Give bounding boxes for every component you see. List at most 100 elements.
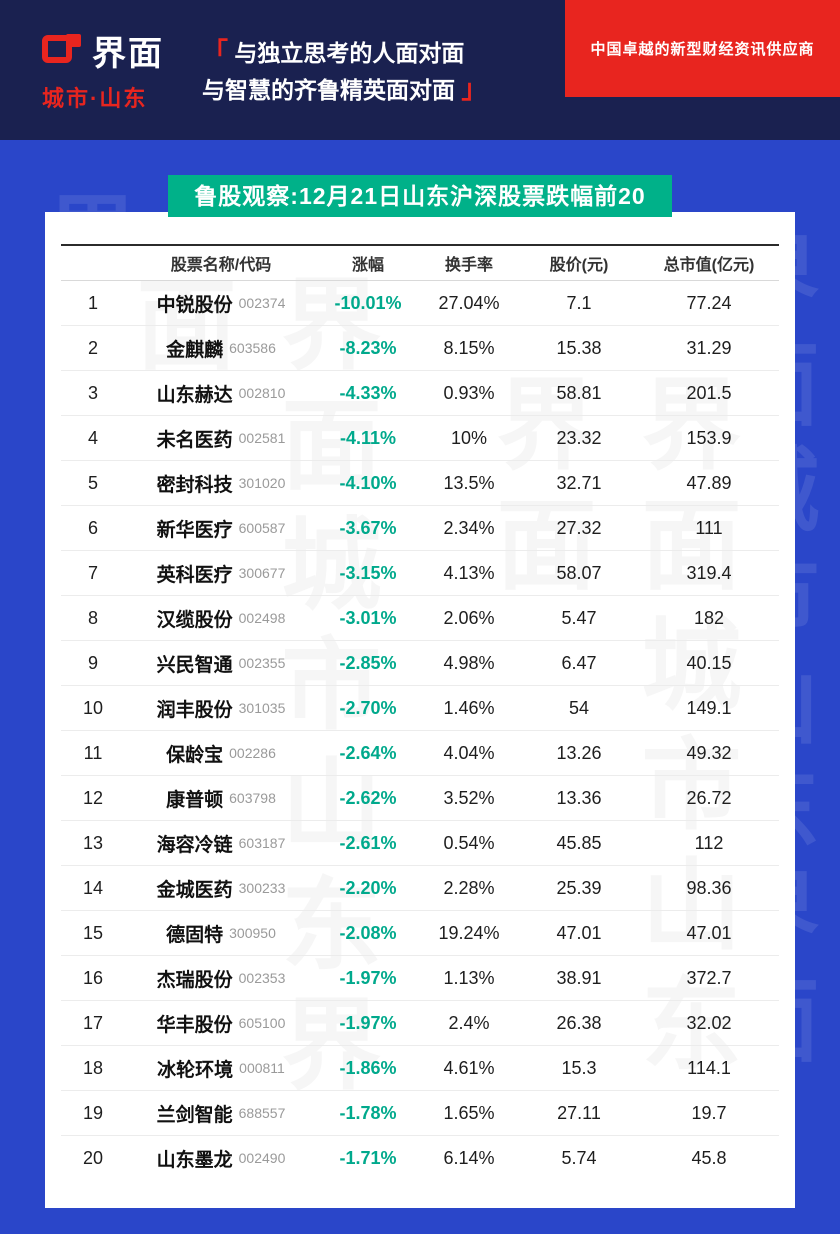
stock-name: 英科医疗 (156, 564, 233, 586)
stock-name-cell: 山东墨龙 002490 (125, 1145, 317, 1172)
stock-code: 688557 (238, 1105, 286, 1121)
rank-cell: 15 (82, 922, 104, 943)
stock-name-cell: 冰轮环境 000811 (125, 1055, 317, 1082)
cap-cell: 112 (694, 832, 724, 853)
stock-code: 002355 (238, 655, 286, 671)
stock-name: 康普顿 (166, 789, 224, 811)
price-cell: 25.39 (556, 877, 602, 898)
tagline-panel: 中国卓越的新型财经资讯供应商 (565, 0, 840, 97)
cap-cell: 45.8 (691, 1147, 727, 1168)
cap-cell: 111 (695, 517, 723, 538)
cap-cell: 47.89 (686, 472, 732, 493)
price-cell: 26.38 (556, 1012, 602, 1033)
change-cell: -3.67% (339, 517, 397, 538)
table-row: 14 金城医药 300233 -2.20% 2.28% 25.39 98.36 (61, 866, 779, 911)
cap-cell: 19.7 (691, 1102, 727, 1123)
table-row: 20 山东墨龙 002490 -1.71% 6.14% 5.74 45.8 (61, 1136, 779, 1180)
turnover-cell: 4.61% (443, 1057, 495, 1078)
turnover-cell: 0.54% (443, 832, 495, 853)
change-cell: -2.85% (339, 652, 397, 673)
table-row: 4 未名医药 002581 -4.11% 10% 23.32 153.9 (61, 416, 779, 461)
cap-cell: 114.1 (687, 1057, 731, 1078)
stock-name-cell: 新华医疗 600587 (125, 515, 317, 542)
rank-cell: 18 (82, 1057, 104, 1078)
stock-name-cell: 密封科技 301020 (125, 470, 317, 497)
stock-code: 002498 (238, 610, 286, 626)
stock-name-cell: 海容冷链 603187 (125, 830, 317, 857)
price-cell: 47.01 (556, 922, 602, 943)
cap-cell: 32.02 (686, 1012, 732, 1033)
price-cell: 38.91 (556, 967, 602, 988)
rank-cell: 6 (87, 517, 98, 538)
price-cell: 54 (568, 697, 590, 718)
price-cell: 27.32 (556, 517, 602, 538)
change-cell: -10.01% (334, 292, 402, 313)
table-row: 1 中锐股份 002374 -10.01% 27.04% 7.1 77.24 (61, 281, 779, 326)
table-row: 11 保龄宝 002286 -2.64% 4.04% 13.26 49.32 (61, 731, 779, 776)
stock-name: 保龄宝 (166, 744, 224, 766)
stock-name: 华丰股份 (156, 1014, 233, 1036)
stock-table-rows: 1 中锐股份 002374 -10.01% 27.04% 7.1 77.24 2 金麒麟 6035… (61, 281, 779, 1180)
stock-code: 300233 (238, 880, 286, 896)
turnover-cell: 4.98% (443, 652, 495, 673)
change-cell: -2.62% (339, 787, 397, 808)
stock-name-cell: 中锐股份 002374 (125, 290, 317, 317)
stock-code: 300677 (238, 565, 286, 581)
logo-text: 界面 (92, 35, 164, 73)
turnover-cell: 4.13% (443, 562, 495, 583)
price-cell: 58.07 (556, 562, 602, 583)
rank-cell: 3 (87, 382, 98, 403)
stock-code: 002286 (229, 745, 276, 761)
stock-name: 汉缆股份 (156, 609, 233, 631)
table-row: 8 汉缆股份 002498 -3.01% 2.06% 5.47 182 (61, 596, 779, 641)
stock-code: 603187 (238, 835, 286, 851)
turnover-cell: 3.52% (443, 787, 495, 808)
change-cell: -2.64% (339, 742, 397, 763)
page-body: 鲁股观察:12月21日山东沪深股票跌幅前20 界面城市山东界面 界面城市山东界面… (0, 140, 840, 1208)
change-cell: -4.11% (339, 427, 397, 448)
stock-code: 002581 (238, 430, 286, 446)
turnover-cell: 6.14% (443, 1147, 495, 1168)
stock-code: 605100 (238, 1015, 286, 1031)
table-row: 9 兴民智通 002355 -2.85% 4.98% 6.47 40.15 (61, 641, 779, 686)
table-row: 7 英科医疗 300677 -3.15% 4.13% 58.07 319.4 (61, 551, 779, 596)
table-row: 15 德固特 300950 -2.08% 19.24% 47.01 47.01 (61, 911, 779, 956)
cap-cell: 47.01 (686, 922, 732, 943)
stock-name: 德固特 (166, 924, 224, 946)
stock-name-cell: 汉缆股份 002498 (125, 605, 317, 632)
turnover-cell: 2.34% (443, 517, 495, 538)
turnover-cell: 2.28% (443, 877, 495, 898)
table-card: 界面城市山东界面 界面城市山东界面 股票名称/代码涨幅换手率股价(元)总市值(亿… (45, 212, 795, 1208)
cap-cell: 372.7 (686, 967, 732, 988)
change-cell: -2.61% (339, 832, 397, 853)
change-cell: -1.86% (339, 1057, 397, 1078)
logo-subtitle: 城市·山东 (42, 86, 148, 111)
page-title: 鲁股观察:12月21日山东沪深股票跌幅前20 (194, 183, 646, 209)
table-row: 5 密封科技 301020 -4.10% 13.5% 32.71 47.89 (61, 461, 779, 506)
table-row: 16 杰瑞股份 002353 -1.97% 1.13% 38.91 372.7 (61, 956, 779, 1001)
stock-name: 山东赫达 (156, 384, 233, 406)
stock-name-cell: 金麒麟 603586 (125, 335, 317, 362)
stock-name-cell: 德固特 300950 (125, 920, 317, 947)
rank-cell: 5 (87, 472, 98, 493)
table-row: 10 润丰股份 301035 -2.70% 1.46% 54 149.1 (61, 686, 779, 731)
rank-cell: 9 (87, 652, 98, 673)
turnover-cell: 1.65% (443, 1102, 495, 1123)
stock-name-cell: 兰剑智能 688557 (125, 1100, 317, 1127)
price-cell: 6.47 (561, 652, 597, 673)
column-header: 股价(元) (549, 257, 609, 274)
cap-cell: 31.29 (686, 337, 732, 358)
change-cell: -3.15% (339, 562, 397, 583)
cap-cell: 98.36 (686, 877, 732, 898)
cap-cell: 26.72 (686, 787, 732, 808)
price-cell: 15.38 (556, 337, 602, 358)
column-header: 涨幅 (351, 257, 384, 274)
quote-line-1: 与独立思考的人面对面 (234, 40, 465, 66)
change-cell: -1.71% (339, 1147, 397, 1168)
stock-name: 杰瑞股份 (156, 969, 233, 991)
stock-name: 兰剑智能 (156, 1104, 233, 1126)
quote-close-mark: 」 (461, 74, 488, 104)
change-cell: -4.33% (339, 382, 397, 403)
stock-name: 金麒麟 (166, 339, 224, 361)
rank-cell: 8 (87, 607, 98, 628)
